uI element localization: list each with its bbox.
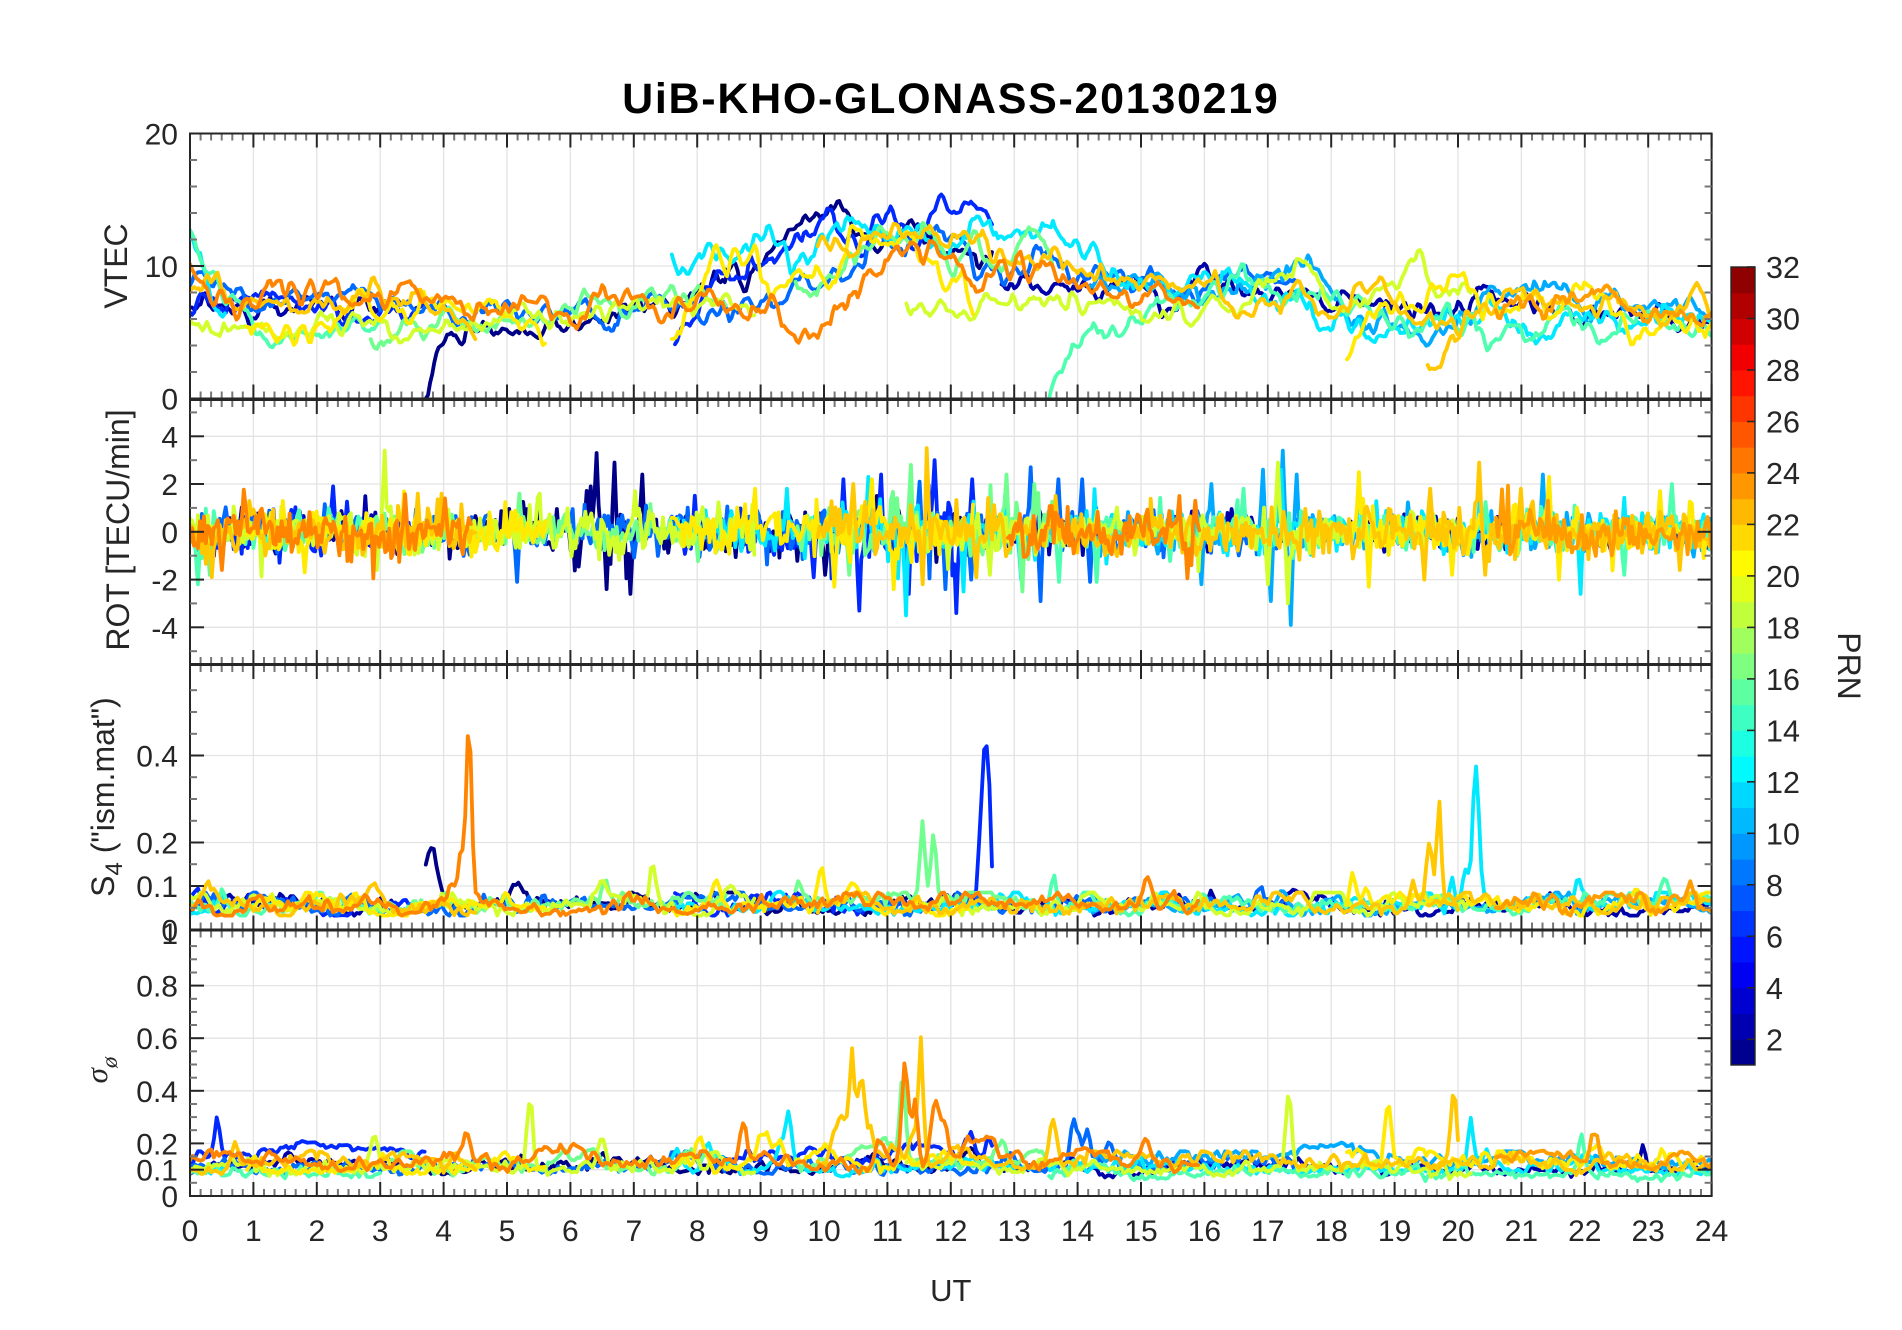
svg-text:21: 21 — [1505, 1215, 1538, 1248]
svg-text:0.4: 0.4 — [136, 1076, 178, 1109]
svg-text:26: 26 — [1766, 406, 1800, 440]
svg-text:20: 20 — [1441, 1215, 1474, 1248]
svg-text:28: 28 — [1766, 354, 1800, 388]
svg-text:4: 4 — [1766, 972, 1783, 1006]
svg-text:0.4: 0.4 — [136, 741, 178, 774]
svg-text:22: 22 — [1568, 1215, 1601, 1248]
svg-text:6: 6 — [1766, 920, 1783, 954]
svg-text:8: 8 — [1766, 869, 1783, 903]
svg-text:23: 23 — [1632, 1215, 1665, 1248]
svg-text:0.6: 0.6 — [136, 1023, 178, 1056]
svg-text:14: 14 — [1061, 1215, 1094, 1248]
svg-text:13: 13 — [998, 1215, 1031, 1248]
svg-text:0.2: 0.2 — [136, 828, 178, 861]
svg-text:4: 4 — [161, 421, 178, 454]
svg-text:-2: -2 — [151, 565, 178, 598]
svg-text:0: 0 — [161, 915, 178, 948]
svg-text:22: 22 — [1766, 508, 1800, 542]
svg-text:5: 5 — [499, 1215, 516, 1248]
svg-text:18: 18 — [1766, 611, 1800, 645]
svg-text:18: 18 — [1315, 1215, 1348, 1248]
svg-text:0.8: 0.8 — [136, 971, 178, 1004]
svg-text:ROT [TECU/min]: ROT [TECU/min] — [100, 409, 136, 650]
svg-text:16: 16 — [1188, 1215, 1221, 1248]
svg-text:-4: -4 — [151, 612, 178, 645]
svg-text:0: 0 — [161, 1181, 178, 1214]
svg-text:16: 16 — [1766, 663, 1800, 697]
svg-text:0.1: 0.1 — [136, 1155, 178, 1188]
svg-text:10: 10 — [807, 1215, 840, 1248]
svg-text:UiB-KHO-GLONASS-20130219: UiB-KHO-GLONASS-20130219 — [622, 75, 1279, 123]
svg-text:10: 10 — [145, 251, 178, 284]
svg-text:9: 9 — [752, 1215, 769, 1248]
svg-text:VTEC: VTEC — [98, 223, 134, 308]
svg-text:19: 19 — [1378, 1215, 1411, 1248]
svg-text:PRN: PRN — [1831, 632, 1867, 700]
svg-text:0: 0 — [161, 384, 178, 417]
svg-text:7: 7 — [625, 1215, 642, 1248]
svg-text:1: 1 — [245, 1215, 262, 1248]
svg-text:0.2: 0.2 — [136, 1128, 178, 1161]
svg-text:12: 12 — [1766, 766, 1800, 800]
svg-text:0: 0 — [182, 1215, 199, 1248]
svg-text:3: 3 — [372, 1215, 389, 1248]
svg-text:2: 2 — [308, 1215, 325, 1248]
svg-text:6: 6 — [562, 1215, 579, 1248]
svg-text:32: 32 — [1766, 251, 1800, 285]
svg-text:10: 10 — [1766, 817, 1800, 851]
svg-text:2: 2 — [1766, 1023, 1783, 1057]
svg-text:15: 15 — [1124, 1215, 1157, 1248]
svg-text:12: 12 — [934, 1215, 967, 1248]
svg-text:30: 30 — [1766, 303, 1800, 337]
svg-text:14: 14 — [1766, 714, 1800, 748]
svg-text:1: 1 — [161, 918, 178, 951]
svg-text:24: 24 — [1695, 1215, 1728, 1248]
svg-text:11: 11 — [872, 1215, 903, 1248]
svg-text:17: 17 — [1251, 1215, 1284, 1248]
svg-text:0: 0 — [161, 517, 178, 550]
svg-text:20: 20 — [145, 119, 178, 152]
svg-text:4: 4 — [435, 1215, 452, 1248]
svg-text:0.1: 0.1 — [136, 871, 178, 904]
svg-text:2: 2 — [161, 469, 178, 502]
svg-text:20: 20 — [1766, 560, 1800, 594]
svg-text:8: 8 — [689, 1215, 706, 1248]
svg-text:24: 24 — [1766, 457, 1800, 491]
svg-text:UT: UT — [930, 1273, 971, 1308]
